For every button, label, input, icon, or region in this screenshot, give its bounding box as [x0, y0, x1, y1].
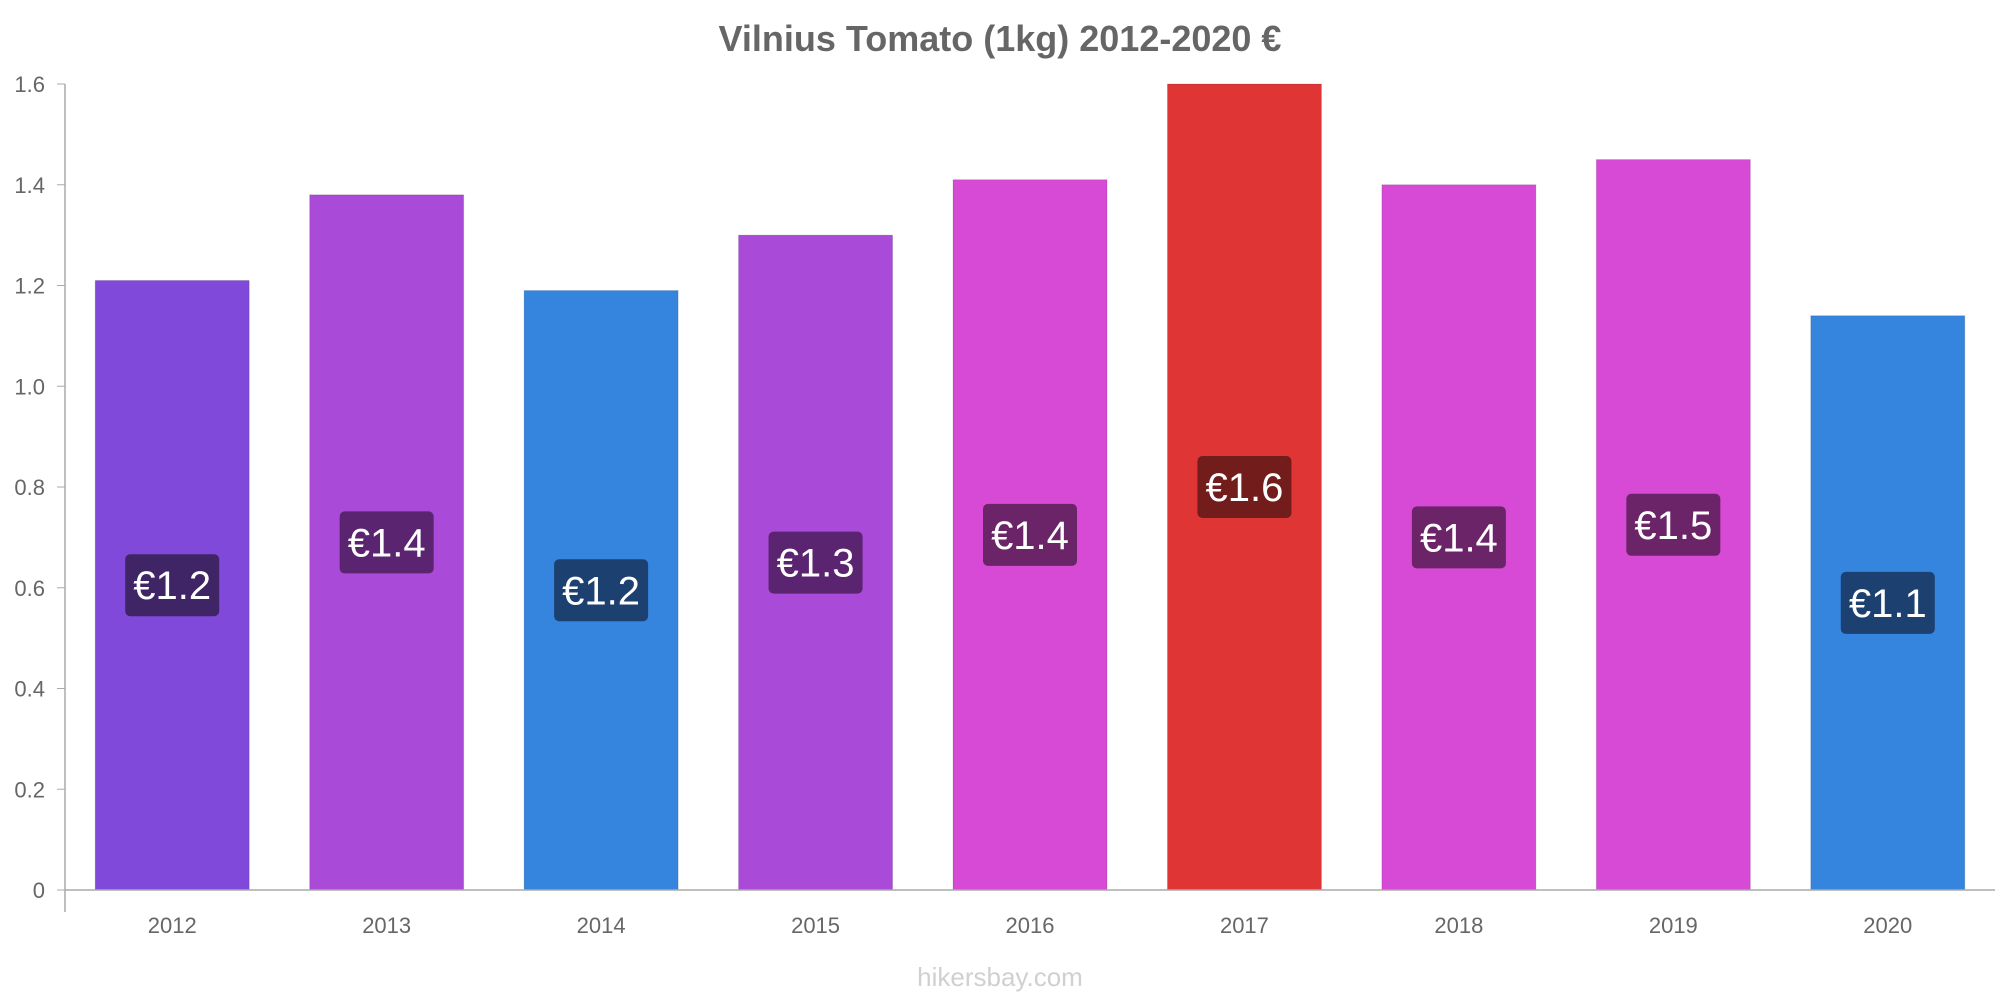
x-tick-label: 2013 [362, 913, 411, 938]
value-label: €1.5 [1634, 504, 1712, 548]
y-tick-label: 1.4 [14, 173, 45, 198]
y-tick-label: 1.6 [14, 72, 45, 97]
value-label-badge [768, 531, 863, 594]
x-tick-label: 2015 [791, 913, 840, 938]
y-tick-label: 0 [33, 878, 45, 903]
value-label: €1.3 [777, 542, 855, 586]
bars-layer [94, 83, 1966, 891]
x-tick-label: 2017 [1220, 913, 1269, 938]
y-tick-label: 0.6 [14, 576, 45, 601]
y-tick-label: 0.2 [14, 777, 45, 802]
value-label: €1.4 [1420, 516, 1498, 560]
y-tick-label: 1.0 [14, 374, 45, 399]
value-label: €1.6 [1206, 466, 1284, 510]
y-tick-label: 0.4 [14, 677, 45, 702]
value-label-badge [125, 554, 220, 617]
watermark-text: hikersbay.com [917, 962, 1083, 992]
value-label-badge [1840, 571, 1935, 634]
x-tick-label: 2018 [1434, 913, 1483, 938]
value-labels-layer: €1.2 €1.4 €1.2 €1.3 €1.4 €1.6 €1.4 €1.5 €1.1 [125, 456, 1935, 634]
value-label: €1.2 [133, 564, 211, 608]
y-tick-label: 1.2 [14, 274, 45, 299]
value-label-badge [1197, 456, 1292, 518]
value-label-badge [339, 511, 434, 574]
value-label-badge [1411, 506, 1506, 569]
x-tick-label: 2014 [577, 913, 626, 938]
chart-title: Vilnius Tomato (1kg) 2012-2020 € [718, 18, 1282, 59]
x-tick-label: 2012 [148, 913, 197, 938]
value-label-badge [983, 503, 1077, 566]
x-tick-label: 2020 [1863, 913, 1912, 938]
value-label: €1.1 [1849, 582, 1927, 626]
value-label-badge [1626, 493, 1721, 556]
value-label: €1.2 [562, 569, 640, 613]
x-tick-label: 2016 [1006, 913, 1055, 938]
y-tick-label: 0.8 [14, 475, 45, 500]
value-label: €1.4 [991, 514, 1069, 558]
value-label: €1.4 [348, 521, 426, 565]
value-label-badge [554, 559, 649, 622]
axes-layer: 0 0.2 0.4 0.6 0.8 1.0 1.2 1.4 1.6 2012 2013 2014 201… [14, 72, 1995, 938]
x-tick-label: 2019 [1649, 913, 1698, 938]
